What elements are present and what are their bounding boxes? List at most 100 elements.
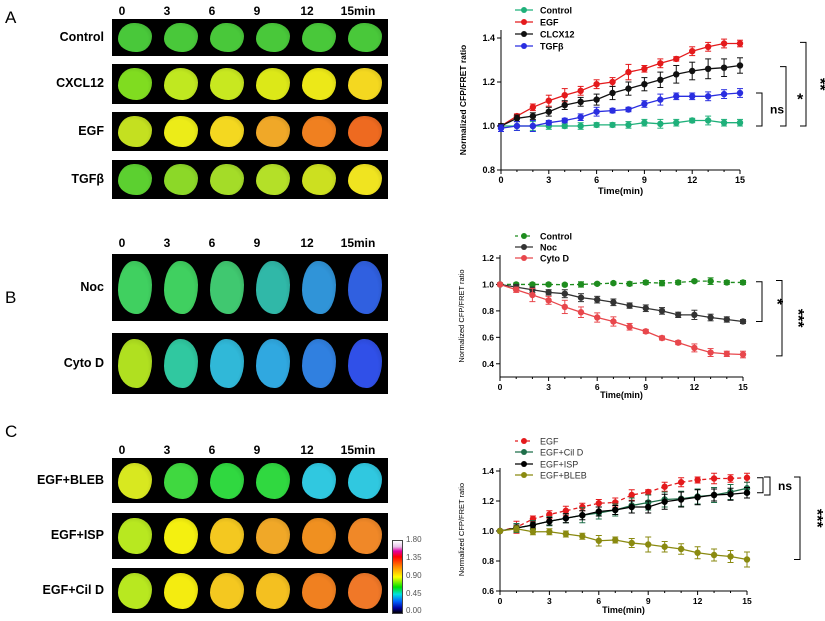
colorbar-label: 1.80: [406, 535, 422, 544]
data-point: [689, 48, 696, 55]
time-label: 15min: [340, 443, 376, 457]
significance-label: **: [811, 78, 825, 91]
data-point: [610, 279, 617, 287]
time-label: 6: [208, 443, 216, 457]
x-tick-label: 3: [547, 596, 552, 606]
y-axis-title: Normalized CFP/FRET ratio: [457, 269, 466, 362]
data-point: [562, 530, 570, 538]
cell-image: [158, 254, 204, 321]
cell-blob: [210, 115, 244, 148]
data-point: [645, 541, 652, 548]
cell-blob: [164, 462, 198, 499]
y-tick-label: 1.0: [482, 279, 494, 289]
data-point: [707, 349, 714, 356]
cell-image: [250, 19, 296, 56]
cell-image: [342, 513, 388, 559]
data-point: [710, 491, 718, 499]
data-point: [642, 279, 649, 286]
data-point: [720, 40, 728, 47]
x-tick-label: 3: [546, 382, 551, 392]
y-tick-label: 1.2: [482, 253, 494, 263]
cell-image: [204, 513, 250, 559]
data-point: [513, 122, 521, 130]
cell-image: [296, 513, 342, 559]
data-point: [625, 106, 632, 113]
x-axis-title: Time(min): [598, 186, 643, 197]
data-point: [736, 62, 744, 69]
x-tick-label: 3: [546, 175, 551, 185]
cell-image: [296, 160, 342, 199]
cell-blob: [210, 260, 244, 315]
x-tick-label: 12: [687, 175, 697, 185]
data-point: [720, 64, 728, 71]
data-point: [691, 277, 698, 285]
data-point: [561, 303, 568, 311]
data-point: [743, 556, 751, 563]
cell-image: [342, 160, 388, 199]
data-point: [577, 309, 585, 316]
cell-blob: [256, 462, 290, 499]
image-strip: [112, 19, 388, 56]
time-label: 6: [208, 236, 216, 250]
data-point: [594, 314, 601, 321]
cell-image: [112, 458, 158, 503]
cell-blob: [118, 163, 152, 196]
x-tick-label: 15: [738, 382, 748, 392]
cell-blob: [118, 260, 152, 315]
cell-blob: [164, 163, 198, 196]
cell-image: [158, 458, 204, 503]
significance-bracket: [756, 281, 763, 322]
cell-blob: [302, 115, 336, 148]
cell-blob: [164, 339, 198, 388]
cell-image: [204, 19, 250, 56]
legend-label: Cyto D: [540, 254, 570, 264]
image-strip: [112, 513, 388, 559]
cell-image: [342, 458, 388, 503]
legend-marker: [521, 255, 527, 261]
legend-marker: [521, 472, 527, 478]
data-point: [496, 281, 504, 288]
series-line: [501, 119, 740, 127]
cell-image: [342, 64, 388, 104]
series-line: [499, 528, 748, 561]
data-point: [689, 93, 696, 100]
series-cyto-d: [496, 281, 747, 359]
data-point: [595, 508, 602, 515]
cell-blob: [256, 517, 290, 555]
time-label: 9: [253, 443, 261, 457]
data-point: [593, 81, 600, 88]
cell-image: [296, 112, 342, 151]
time-label: 3: [163, 236, 171, 250]
legend-label: Noc: [540, 243, 557, 253]
data-point: [694, 494, 701, 501]
data-point: [546, 518, 553, 525]
time-label: 12: [300, 236, 314, 250]
cell-blob: [210, 572, 244, 609]
data-point: [675, 339, 682, 346]
cell-image: [204, 254, 250, 321]
series-line: [499, 283, 744, 323]
legend-label: EGF+BLEB: [540, 471, 587, 481]
time-label: 15min: [340, 4, 376, 18]
data-point: [595, 500, 602, 507]
image-strip: [112, 254, 388, 321]
time-label: 3: [163, 443, 171, 457]
x-axis-title: Time(min): [600, 390, 643, 400]
cell-blob: [256, 572, 290, 609]
cell-image: [296, 568, 342, 613]
cell-image: [250, 112, 296, 151]
cell-blob: [210, 163, 244, 196]
cell-blob: [348, 22, 382, 53]
time-header: 0 3 6 9 12 15min: [0, 443, 400, 457]
image-strip: [112, 112, 388, 151]
cell-image: [112, 333, 158, 394]
data-point: [723, 350, 730, 358]
legend-label: TGFβ: [540, 42, 564, 52]
cell-image: [296, 254, 342, 321]
cell-image: [342, 19, 388, 56]
data-point: [545, 97, 552, 104]
cell-blob: [302, 260, 336, 315]
image-strip: [112, 458, 388, 503]
data-point: [628, 503, 635, 511]
cell-image: [112, 160, 158, 199]
